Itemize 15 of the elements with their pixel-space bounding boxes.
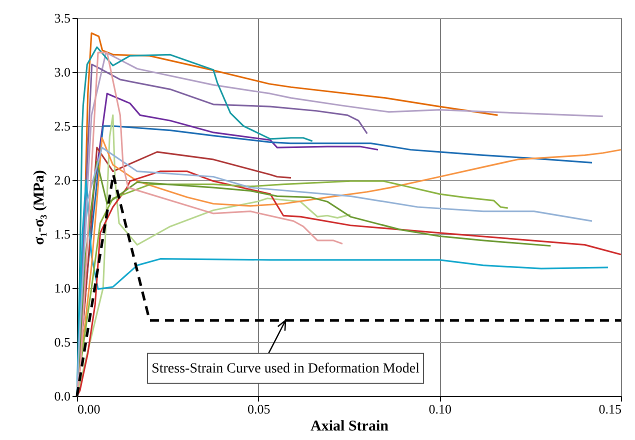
y-tick-label: 2.0 [54,172,70,188]
y-axis-title: σ₁-σ₃ (MPa) [31,170,48,245]
x-tick-label: 0.15 [598,402,622,416]
x-tick-label: 0.00 [78,402,100,416]
y-tick-label: 3.5 [54,10,70,26]
y-tick-label: 3.0 [54,64,70,80]
y-tick-label: 1.0 [54,280,70,296]
y-tick-label: 1.5 [54,226,70,242]
y-tick-label: 0.5 [54,334,70,350]
x-tick-label: 0.05 [247,402,270,416]
annotation: Stress-Strain Curve used in Deformation Model [152,361,420,376]
y-tick-label: 2.5 [54,118,70,134]
y-tick-label: 0.0 [54,388,70,404]
x-tick-label: 0.10 [428,402,452,416]
x-axis-title: Axial Strain [310,418,390,434]
